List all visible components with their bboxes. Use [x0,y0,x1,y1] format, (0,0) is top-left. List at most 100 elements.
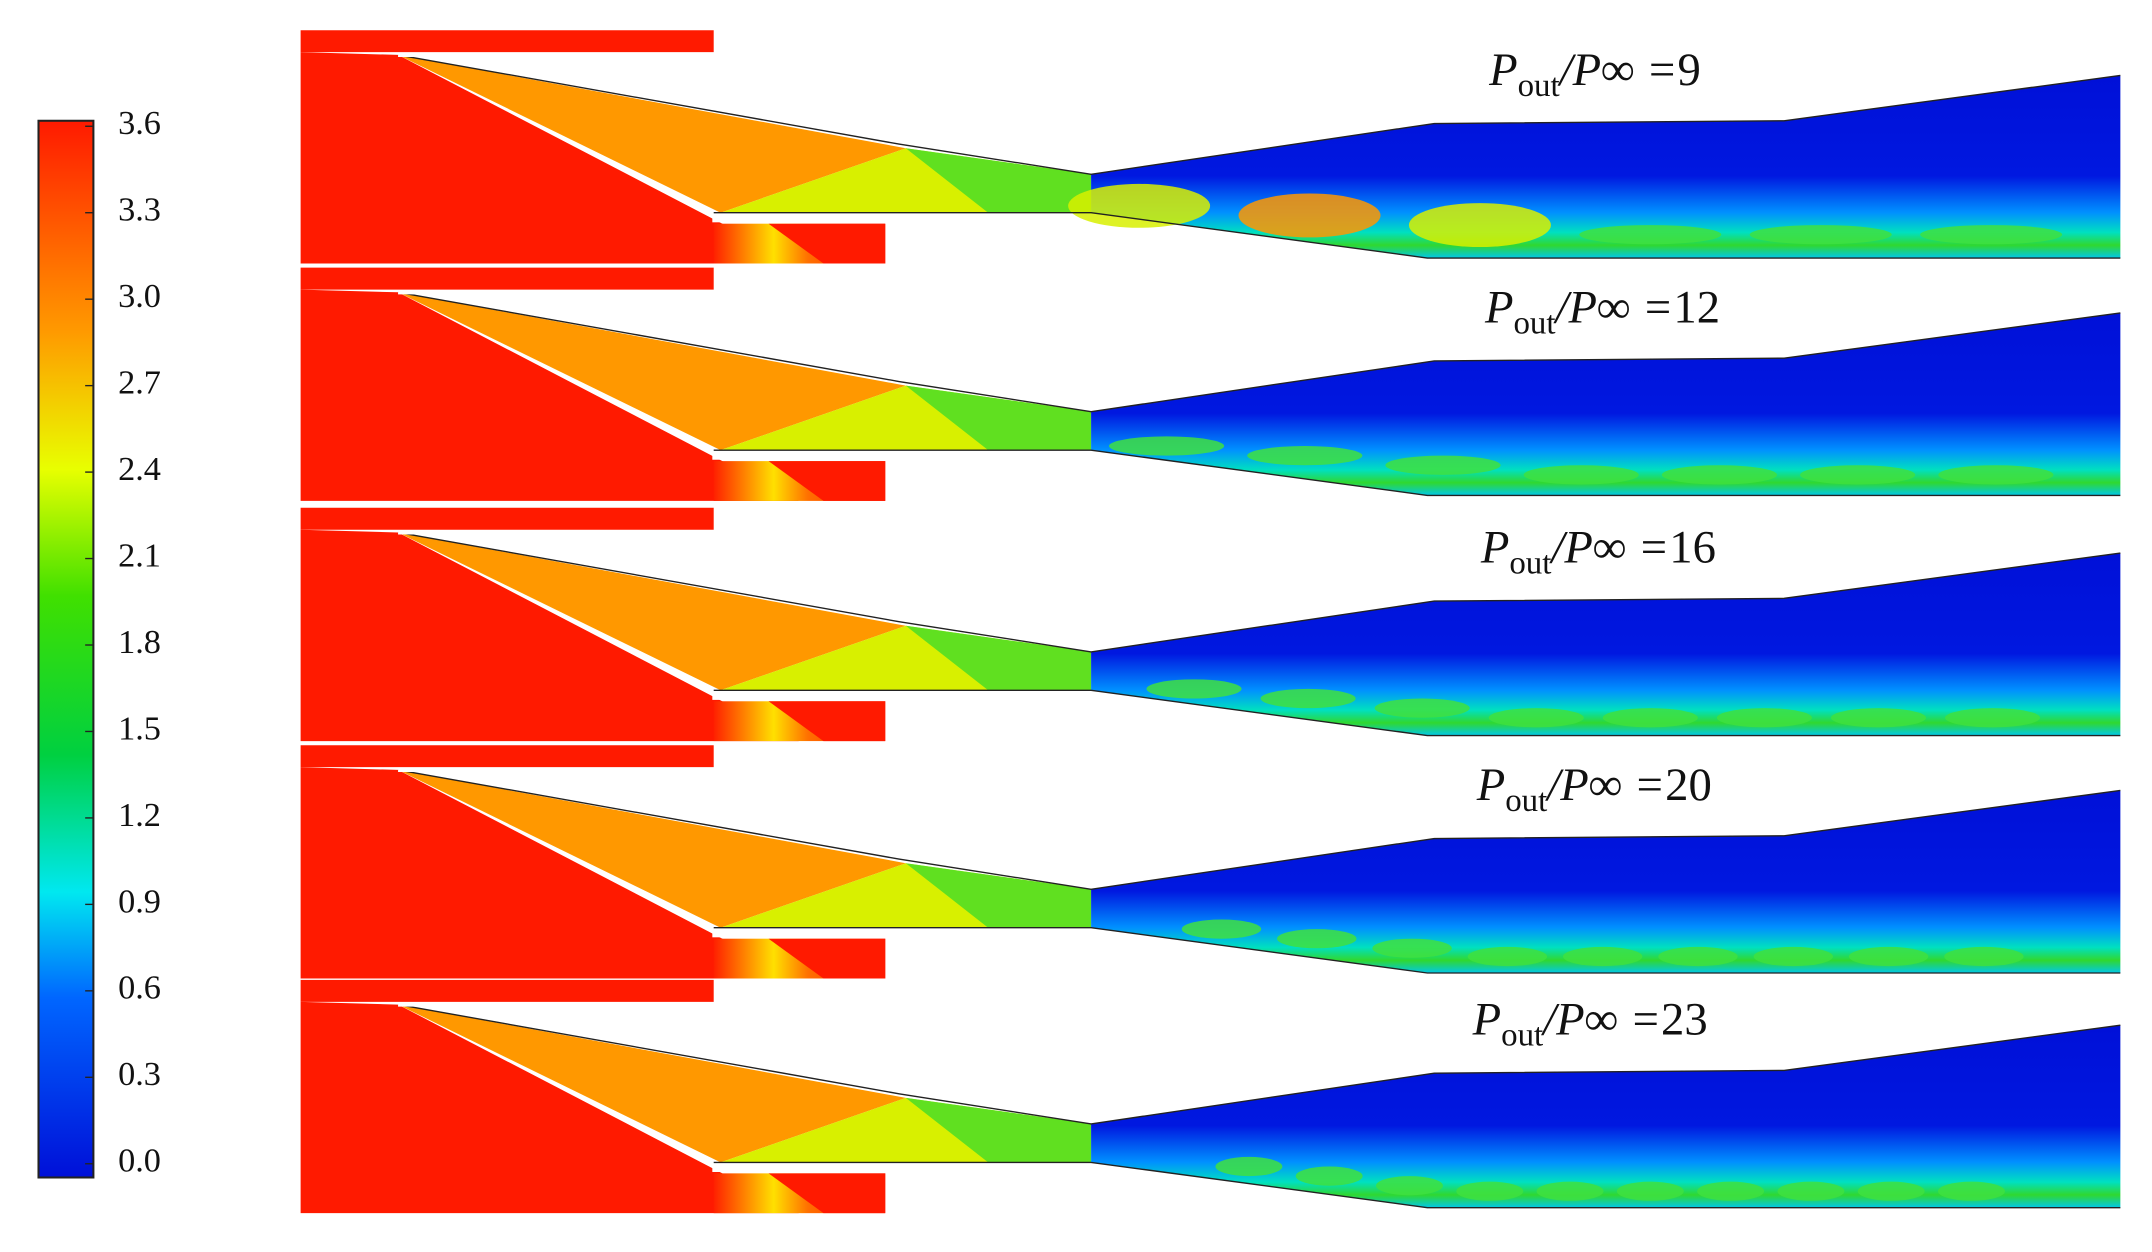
flow-panel: Pout/P∞ =12 [300,267,2121,501]
gap [712,1163,886,1172]
shock-cell [1215,1156,1283,1177]
gap [712,929,886,938]
label-ratio: 9 [1678,44,1701,96]
flow-panel: Pout/P∞ =9 [300,30,2121,264]
label-symbol: P [1484,282,1513,334]
label-separator: /P∞ = [1557,44,1678,96]
splitter-red [768,938,886,979]
shock-cell [1848,946,1929,967]
shock-cell [1295,1166,1363,1186]
shock-cell [1716,708,1812,728]
label-ratio: 23 [1661,994,1708,1046]
shock-cell [1562,946,1643,967]
shock-cell [1488,708,1584,728]
colorbar-tick-label: 0.0 [118,1142,161,1180]
ramp-orange [398,1004,906,1163]
shock-cell [1277,929,1357,949]
shock-cell [1374,698,1470,718]
ramp-orange [398,292,906,451]
colorbar-tick-label: 2.7 [118,364,161,402]
shock-cell [1579,225,1722,245]
ramp-orange [398,54,906,213]
shock-cell [1376,1176,1443,1196]
colorbar-tick-label: 2.4 [118,450,161,488]
label-subscript: out [1513,305,1555,341]
label-subscript: out [1505,783,1547,819]
ratio-label: Pout/P∞ =23 [1472,994,1708,1054]
throat-green [905,148,1092,213]
shock-cell [1523,465,1639,485]
shock-cell [1146,679,1242,699]
wall [713,449,2121,497]
ratio-label: Pout/P∞ =9 [1488,44,1701,104]
shock-cell [1408,203,1551,248]
colorbar-tick-label: 3.6 [118,104,161,142]
downstream [1091,790,2121,974]
colorbar-tick-label: 0.3 [118,1055,161,1093]
shock-cell [1456,1181,1524,1201]
throat-green [905,625,1092,691]
label-ratio: 16 [1669,522,1716,574]
colorbar-tick-label: 3.3 [118,191,161,229]
shock-cell [1800,465,1916,485]
inlet-red [300,30,714,53]
gap [712,214,886,223]
shock-cell [1920,225,2063,245]
shock-cell [1238,193,1381,238]
shock-cell [1749,225,1892,245]
shock-cell [1753,946,1833,967]
shock-cell [1068,183,1211,228]
shock-cell [1385,455,1501,475]
inlet-red [300,289,799,501]
shock-cell [1830,708,1927,728]
shock-cell [1697,1181,1765,1201]
ratio-label: Pout/P∞ =16 [1480,522,1716,582]
downstream [1091,553,2121,736]
throat-green [905,863,1092,928]
flow-panel: Pout/P∞ =23 [300,979,2121,1214]
inlet-red [300,767,799,979]
ramp-orange [398,769,906,928]
ramp-orange [398,532,906,691]
throat-green [905,385,1092,451]
label-symbol: P [1480,522,1509,574]
shock-cell [1467,946,1548,967]
colorbar-tick-label: 1.5 [118,709,161,747]
wall [397,531,2121,653]
colorbar-tick-label: 0.9 [118,882,161,920]
shock-cell [1108,436,1225,456]
inlet-red [300,1001,799,1214]
shock-cell [1181,919,1262,939]
shock-cell [1857,1181,1925,1201]
throat-green [905,1097,1092,1163]
label-subscript: out [1509,546,1551,582]
label-ratio: 20 [1665,759,1712,811]
shock-cell [1602,708,1698,728]
colorbar-tick-label: 1.8 [118,623,161,661]
ratio-label: Pout/P∞ =20 [1476,759,1712,819]
label-ratio: 12 [1673,282,1720,334]
ratio-label: Pout/P∞ =12 [1484,282,1720,342]
label-subscript: out [1518,68,1560,104]
label-separator: /P∞ = [1540,994,1661,1046]
wall [397,54,2121,175]
flow-panel: Pout/P∞ =20 [300,745,2121,979]
shock-cell [1247,446,1363,466]
wall [713,212,2121,259]
colorbar-tick-label: 0.6 [118,969,161,1007]
label-symbol: P [1472,994,1501,1046]
downstream [1091,1025,2121,1208]
shock-cell [1938,1181,2005,1201]
shock-cell [1658,946,1738,967]
label-separator: /P∞ = [1544,759,1665,811]
colorbar [37,119,95,1179]
wall [713,1161,2121,1209]
shock-cell [1938,465,2054,485]
wall [397,769,2121,890]
splitter-red [768,701,886,742]
inlet-red [300,979,714,1002]
label-symbol: P [1476,759,1505,811]
inlet-red [300,507,714,530]
